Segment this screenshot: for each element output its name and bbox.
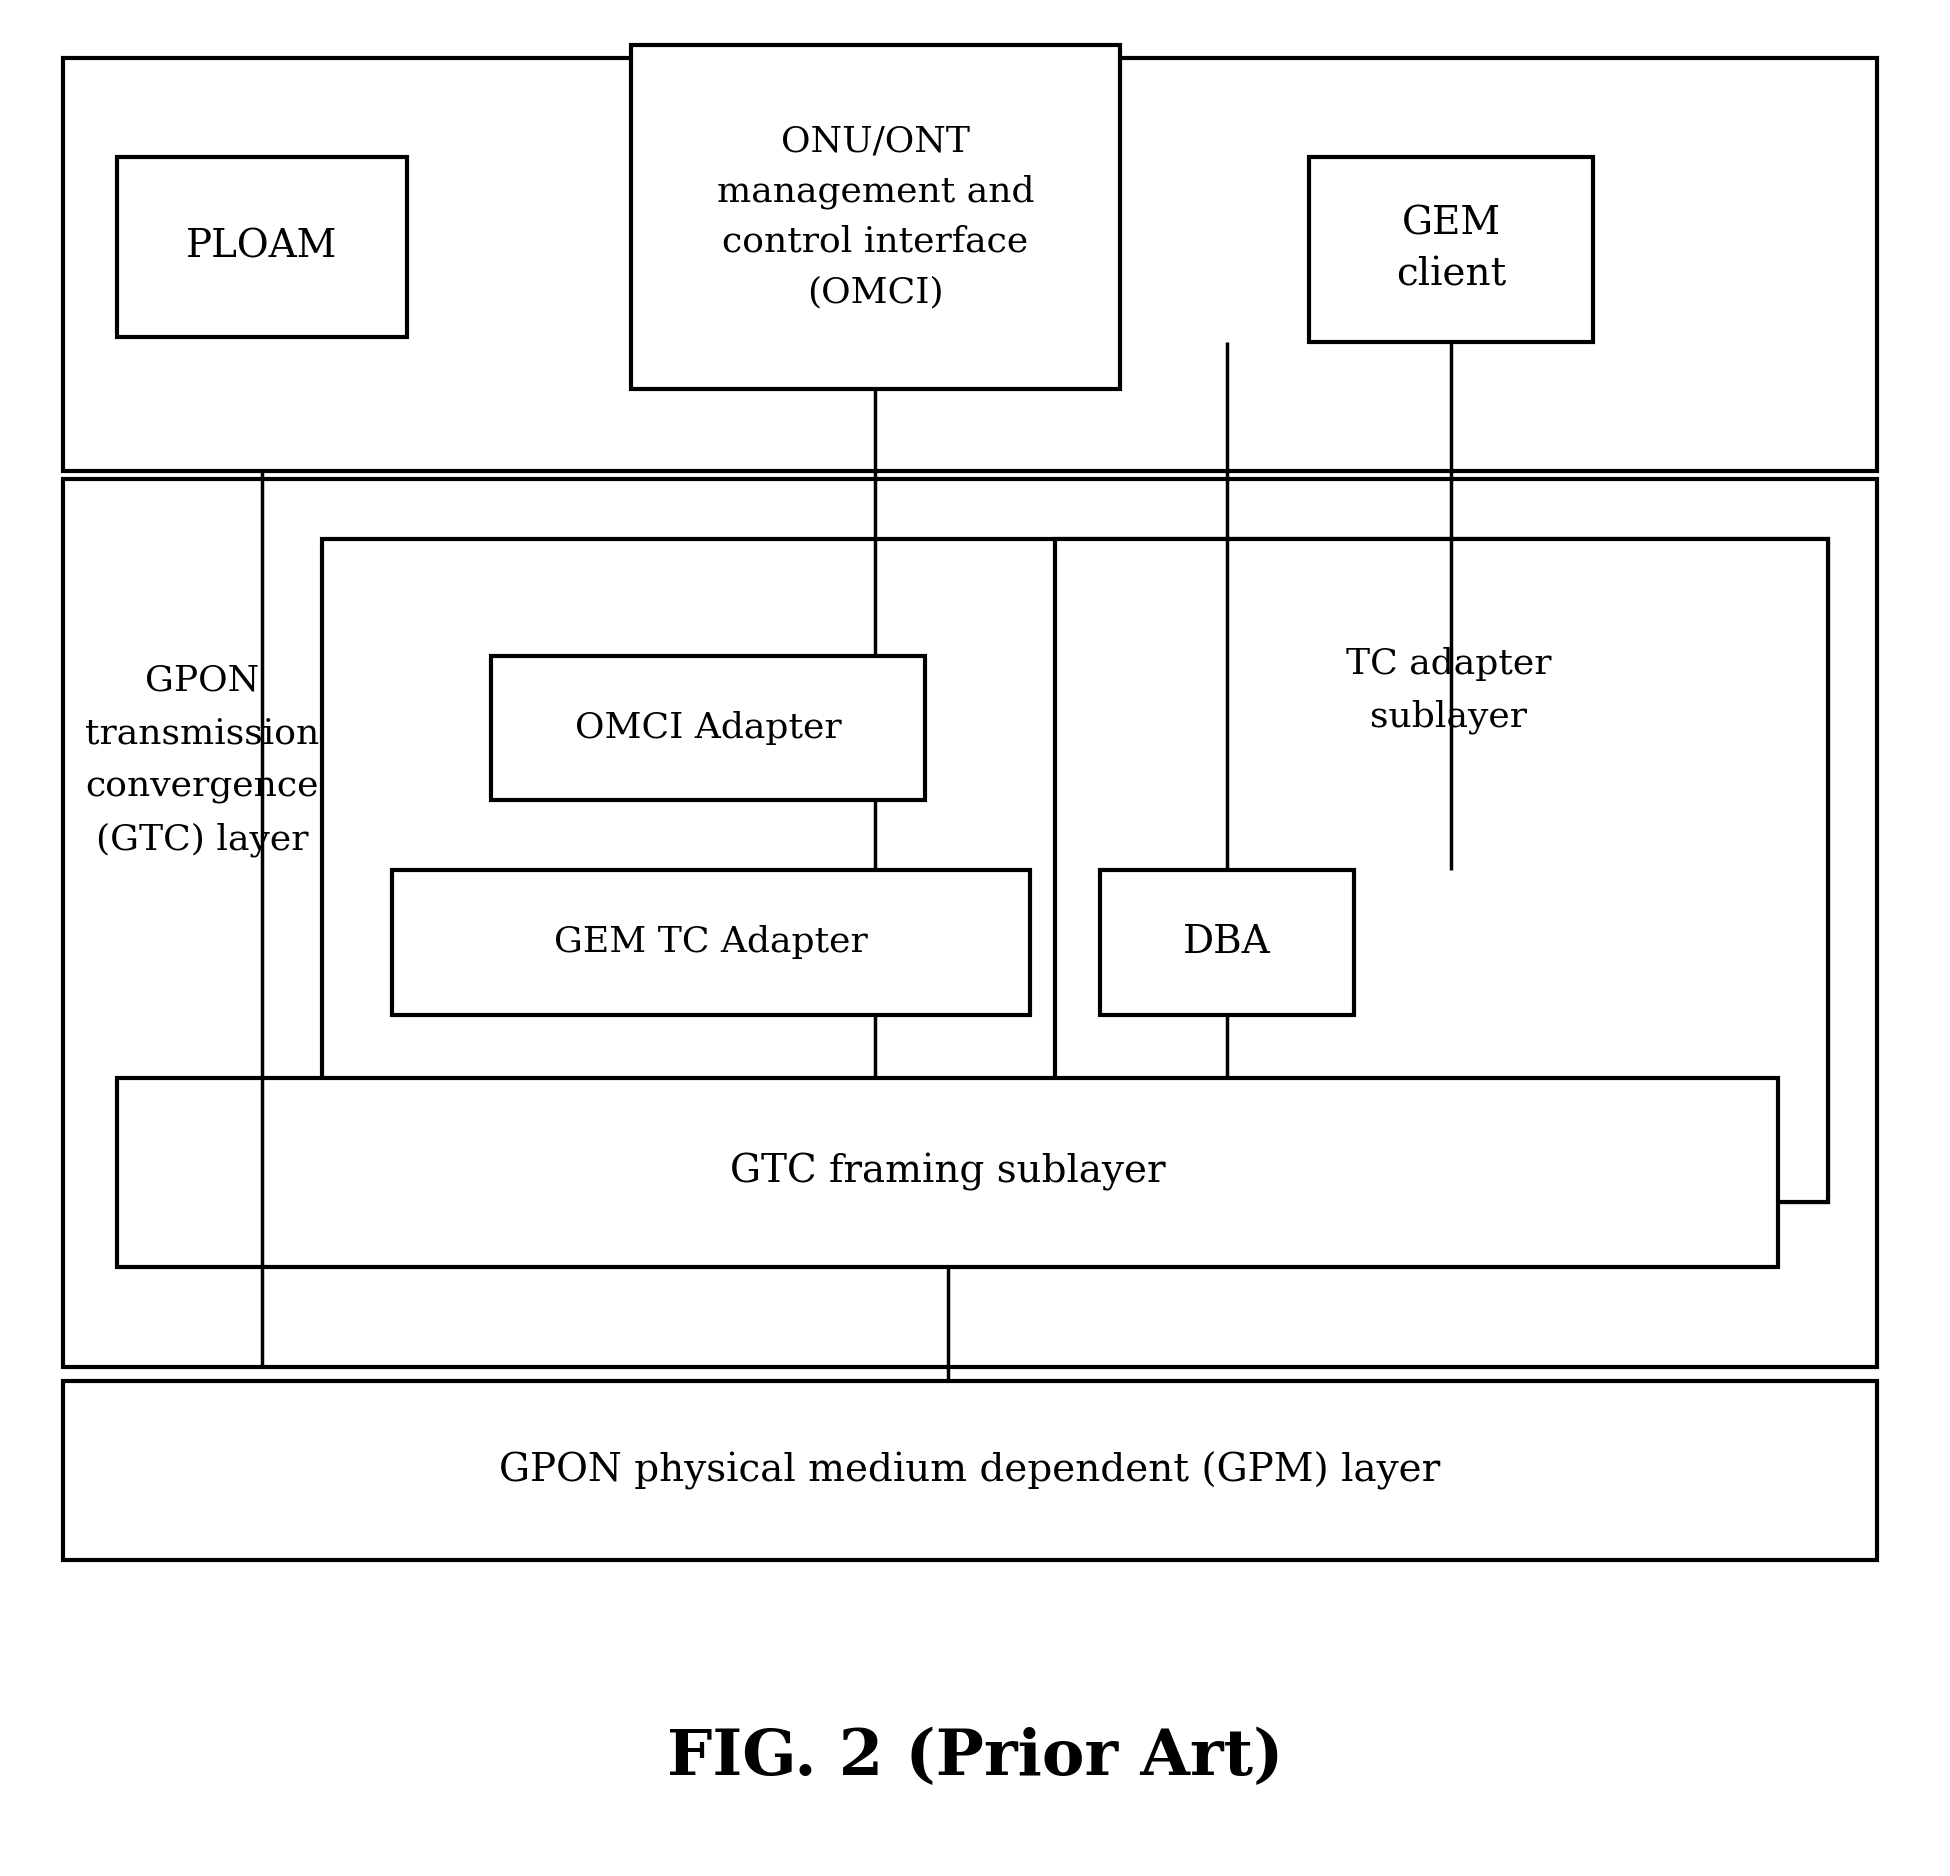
FancyBboxPatch shape bbox=[491, 657, 924, 801]
FancyBboxPatch shape bbox=[1055, 538, 1827, 1203]
Text: OMCI Adapter: OMCI Adapter bbox=[575, 711, 842, 745]
FancyBboxPatch shape bbox=[1100, 870, 1353, 1015]
FancyBboxPatch shape bbox=[632, 45, 1119, 388]
FancyBboxPatch shape bbox=[62, 480, 1878, 1368]
Text: TC adapter
sublayer: TC adapter sublayer bbox=[1346, 647, 1552, 734]
Text: DBA: DBA bbox=[1184, 925, 1271, 961]
Text: GTC framing sublayer: GTC framing sublayer bbox=[729, 1154, 1166, 1191]
Text: GPON
transmission
convergence
(GTC) layer: GPON transmission convergence (GTC) laye… bbox=[86, 664, 320, 857]
FancyBboxPatch shape bbox=[117, 1077, 1778, 1266]
Text: GEM
client: GEM client bbox=[1396, 204, 1505, 295]
FancyBboxPatch shape bbox=[1308, 158, 1593, 341]
FancyBboxPatch shape bbox=[62, 58, 1878, 471]
FancyBboxPatch shape bbox=[392, 870, 1030, 1015]
Text: PLOAM: PLOAM bbox=[187, 229, 337, 266]
Text: ONU/ONT
management and
control interface
(OMCI): ONU/ONT management and control interface… bbox=[716, 124, 1034, 310]
Text: GPON physical medium dependent (GPM) layer: GPON physical medium dependent (GPM) lay… bbox=[499, 1452, 1441, 1490]
FancyBboxPatch shape bbox=[322, 538, 1827, 1203]
FancyBboxPatch shape bbox=[117, 158, 408, 338]
Text: GEM TC Adapter: GEM TC Adapter bbox=[554, 925, 868, 959]
FancyBboxPatch shape bbox=[62, 1381, 1878, 1561]
Text: FIG. 2 (Prior Art): FIG. 2 (Prior Art) bbox=[667, 1728, 1283, 1788]
